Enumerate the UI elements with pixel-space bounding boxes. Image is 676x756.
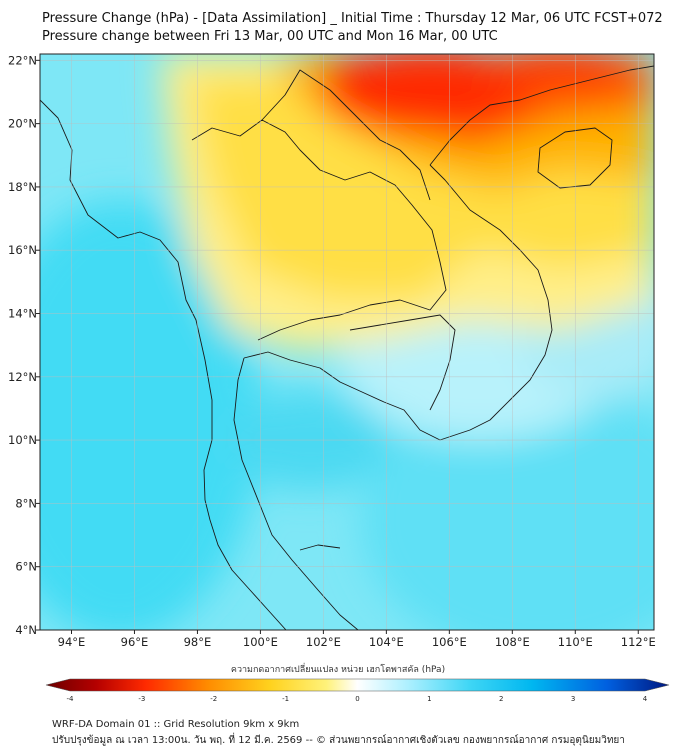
map-frame <box>39 53 655 631</box>
lat-tick-label: 22°N <box>8 53 37 67</box>
colorbar-tick-label: 3 <box>571 695 575 703</box>
latitude-axis: 4°N 6°N 8°N 10°N 12°N 14°N 16°N 18°N 20°N 22°N <box>8 53 40 637</box>
lat-tick-label: 8°N <box>15 496 37 510</box>
colorbar-tick-label: 0 <box>355 695 359 703</box>
thai-border <box>191 119 447 341</box>
lon-tick-label: 106°E <box>432 635 467 649</box>
colorbar-tick-label: -3 <box>138 695 145 703</box>
malaysia-border <box>299 544 341 551</box>
cambodia-border <box>349 314 456 411</box>
colorbar-tick-label: -2 <box>210 695 217 703</box>
colorbar-ticks: -4 -3 -2 -1 0 1 2 3 4 <box>67 695 648 703</box>
colorbar-tick-label: -1 <box>282 695 289 703</box>
lat-tick-label: 20°N <box>8 117 37 131</box>
upper-gulf-coast <box>243 164 553 441</box>
footer-credit: ปรับปรุงข้อมูล ณ เวลา 13:00น. วัน พฤ. ที… <box>52 735 625 746</box>
lon-tick-label: 110°E <box>558 635 593 649</box>
laos-border <box>261 69 431 201</box>
colorbar-title: ความกดอากาศเปลี่ยนแปลง หน่วย เฮกโตพาสคัล… <box>230 665 446 675</box>
colorbar-tick-label: 4 <box>643 695 648 703</box>
lat-tick-label: 18°N <box>8 180 37 194</box>
lat-tick-label: 6°N <box>15 560 37 574</box>
map-subtitle: Pressure change between Fri 13 Mar, 00 U… <box>42 29 498 44</box>
lon-tick-label: 94°E <box>58 635 86 649</box>
map-gridlines <box>40 54 654 630</box>
lat-tick-label: 4°N <box>15 623 37 637</box>
lon-tick-label: 96°E <box>121 635 149 649</box>
colorbar-tick-label: 1 <box>427 695 431 703</box>
colorbar-tick-label: 2 <box>499 695 503 703</box>
lon-tick-label: 108°E <box>495 635 530 649</box>
lon-tick-label: 112°E <box>621 635 656 649</box>
lat-tick-label: 16°N <box>8 243 37 257</box>
coastlines-and-borders <box>40 65 654 630</box>
lat-tick-label: 12°N <box>8 370 37 384</box>
lon-tick-label: 102°E <box>306 635 341 649</box>
colorbar: -4 -3 -2 -1 0 1 2 3 4 <box>45 678 670 703</box>
lon-tick-label: 104°E <box>369 635 404 649</box>
map-title: Pressure Change (hPa) - [Data Assimilati… <box>42 11 663 26</box>
pressure-change-field <box>40 54 654 630</box>
colorbar-tick-label: -4 <box>67 695 75 703</box>
vietnam-north-coast <box>429 65 654 166</box>
footer-model-info: WRF-DA Domain 01 :: Grid Resolution 9km … <box>52 719 300 730</box>
thai-peninsula-west-coast <box>204 499 287 630</box>
lon-tick-label: 98°E <box>184 635 212 649</box>
myanmar-coast <box>40 99 213 501</box>
longitude-axis: 94°E 96°E 98°E 100°E 102°E 104°E 106°E 108°E 110… <box>58 630 656 649</box>
colorbar-gradient <box>45 678 670 692</box>
gulf-of-thailand-coast <box>233 357 359 630</box>
lat-tick-label: 10°N <box>8 433 37 447</box>
lat-tick-label: 14°N <box>8 307 37 321</box>
lon-tick-label: 100°E <box>243 635 278 649</box>
